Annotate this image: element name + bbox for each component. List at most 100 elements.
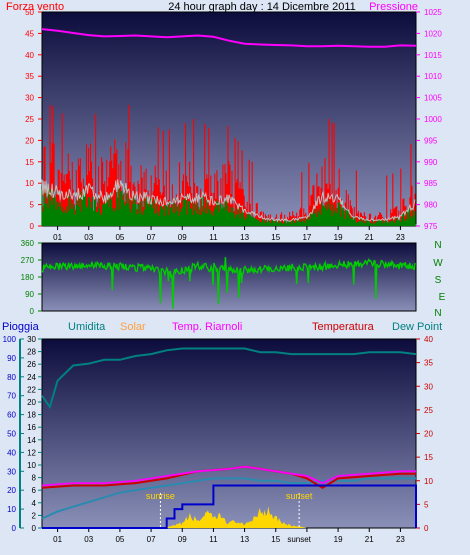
compass-label: N: [434, 240, 441, 251]
x-tick-label: 09: [178, 535, 187, 544]
pioggia-line: [42, 484, 417, 529]
x-tick-label: 07: [147, 233, 156, 242]
compass-label: E: [439, 292, 446, 303]
pressure-tick-label: 980: [424, 201, 438, 210]
wind-direction-line: [41, 257, 416, 309]
direction-tick-label: 360: [21, 239, 35, 248]
wind-tick-label: 5: [30, 201, 35, 210]
temp-riarnoli-line: [41, 465, 416, 487]
pioggia-tick-label: 90: [7, 354, 16, 363]
x-tick-label: 15: [271, 535, 280, 544]
pressure-tick-label: 1010: [424, 72, 442, 81]
pioggia-tick-label: 50: [7, 430, 16, 439]
x-tick-label: 11: [209, 233, 218, 242]
pioggia-tick-label: 10: [7, 505, 16, 514]
pioggia-tick-label: 70: [7, 392, 16, 401]
x-tick-label: 17: [302, 233, 311, 242]
umidita-tick-label: 2: [32, 511, 37, 520]
umidita-tick-label: 16: [27, 423, 36, 432]
compass-label: N: [434, 308, 441, 319]
wind-average-line: [41, 179, 416, 223]
pioggia-tick-label: 0: [12, 524, 17, 533]
umidita-tick-label: 18: [27, 411, 36, 420]
temp-tick-label: 40: [424, 335, 433, 344]
temp-tick-label: 30: [424, 382, 433, 391]
x-tick-label: 19: [334, 535, 343, 544]
temp-tick-label: 15: [424, 453, 433, 462]
direction-tick-label: 90: [25, 290, 34, 299]
umidita-tick-label: 22: [27, 385, 36, 394]
wind-tick-label: 50: [25, 8, 34, 17]
umidita-tick-label: 0: [32, 524, 37, 533]
wind-direction-panel: [41, 242, 417, 312]
umidita-tick-label: 6: [32, 486, 37, 495]
x-tick-label: 19: [334, 233, 343, 242]
wind-tick-label: 30: [25, 94, 34, 103]
legend-solar: Solar: [120, 321, 146, 333]
x-tick-label: 03: [84, 535, 93, 544]
left-axis-title: Forza vento: [6, 1, 64, 13]
pressure-tick-label: 1020: [424, 29, 442, 38]
umidita-tick-label: 12: [27, 448, 36, 457]
umidita-tick-label: 4: [32, 499, 37, 508]
right-axis-title: Pressione: [369, 1, 418, 13]
umidita-tick-label: 10: [27, 461, 36, 470]
pioggia-tick-label: 30: [7, 467, 16, 476]
pressure-tick-label: 985: [424, 179, 438, 188]
pressure-tick-label: 975: [424, 222, 438, 231]
sunset-label: sunset: [286, 491, 313, 501]
x-tick-label: 13: [240, 535, 249, 544]
legend-dew-point: Dew Point: [392, 321, 442, 333]
umidita-tick-label: 28: [27, 348, 36, 357]
pressure-tick-label: 1005: [424, 94, 442, 103]
x-tick-label: 11: [209, 535, 218, 544]
pioggia-tick-label: 20: [7, 486, 16, 495]
sunset-axis-label: sunset: [287, 535, 311, 544]
direction-tick-label: 270: [21, 256, 35, 265]
temp-tick-label: 20: [424, 430, 433, 439]
pioggia-tick-label: 60: [7, 411, 16, 420]
temp-tick-label: 35: [424, 359, 433, 368]
compass-label: W: [433, 258, 443, 269]
solar-area: [162, 506, 307, 528]
x-tick-label: 01: [53, 535, 62, 544]
wind-tick-label: 20: [25, 136, 34, 145]
temp-tick-label: 25: [424, 406, 433, 415]
wind-tick-label: 45: [25, 29, 34, 38]
umidita-tick-label: 20: [27, 398, 36, 407]
pioggia-tick-label: 100: [3, 335, 17, 344]
legend-pioggia: Pioggia: [2, 321, 40, 333]
legend-temperatura: Temperatura: [312, 321, 375, 333]
pressure-tick-label: 990: [424, 158, 438, 167]
wind-tick-label: 25: [25, 115, 34, 124]
wind-tick-label: 0: [30, 222, 35, 231]
pressure-tick-label: 1025: [424, 8, 442, 17]
umidita-tick-label: 24: [27, 373, 36, 382]
pressure-tick-label: 995: [424, 136, 438, 145]
x-tick-label: 01: [53, 233, 62, 242]
legend-temp-riarnoli: Temp. Riarnoli: [172, 321, 242, 333]
x-tick-label: 05: [115, 233, 124, 242]
wind-tick-label: 15: [25, 158, 34, 167]
compass-label: S: [435, 275, 442, 286]
pressure-tick-label: 1000: [424, 115, 442, 124]
wind-tick-label: 40: [25, 51, 34, 60]
direction-tick-label: 180: [21, 273, 35, 282]
x-tick-label: 07: [147, 535, 156, 544]
umidita-tick-label: 26: [27, 360, 36, 369]
x-tick-label: 21: [365, 535, 374, 544]
sunrise-label: sunrise: [146, 491, 175, 501]
x-tick-label: 03: [84, 233, 93, 242]
wind-tick-label: 10: [25, 179, 34, 188]
umidita-tick-label: 30: [27, 335, 36, 344]
direction-tick-label: 0: [30, 307, 35, 316]
x-tick-label: 15: [271, 233, 280, 242]
x-tick-label: 21: [365, 233, 374, 242]
umidita-tick-label: 14: [27, 436, 36, 445]
x-tick-label: 05: [115, 535, 124, 544]
x-tick-label: 23: [396, 233, 405, 242]
dew-point-line: [41, 477, 416, 520]
pioggia-tick-label: 40: [7, 448, 16, 457]
x-tick-label: 23: [396, 535, 405, 544]
